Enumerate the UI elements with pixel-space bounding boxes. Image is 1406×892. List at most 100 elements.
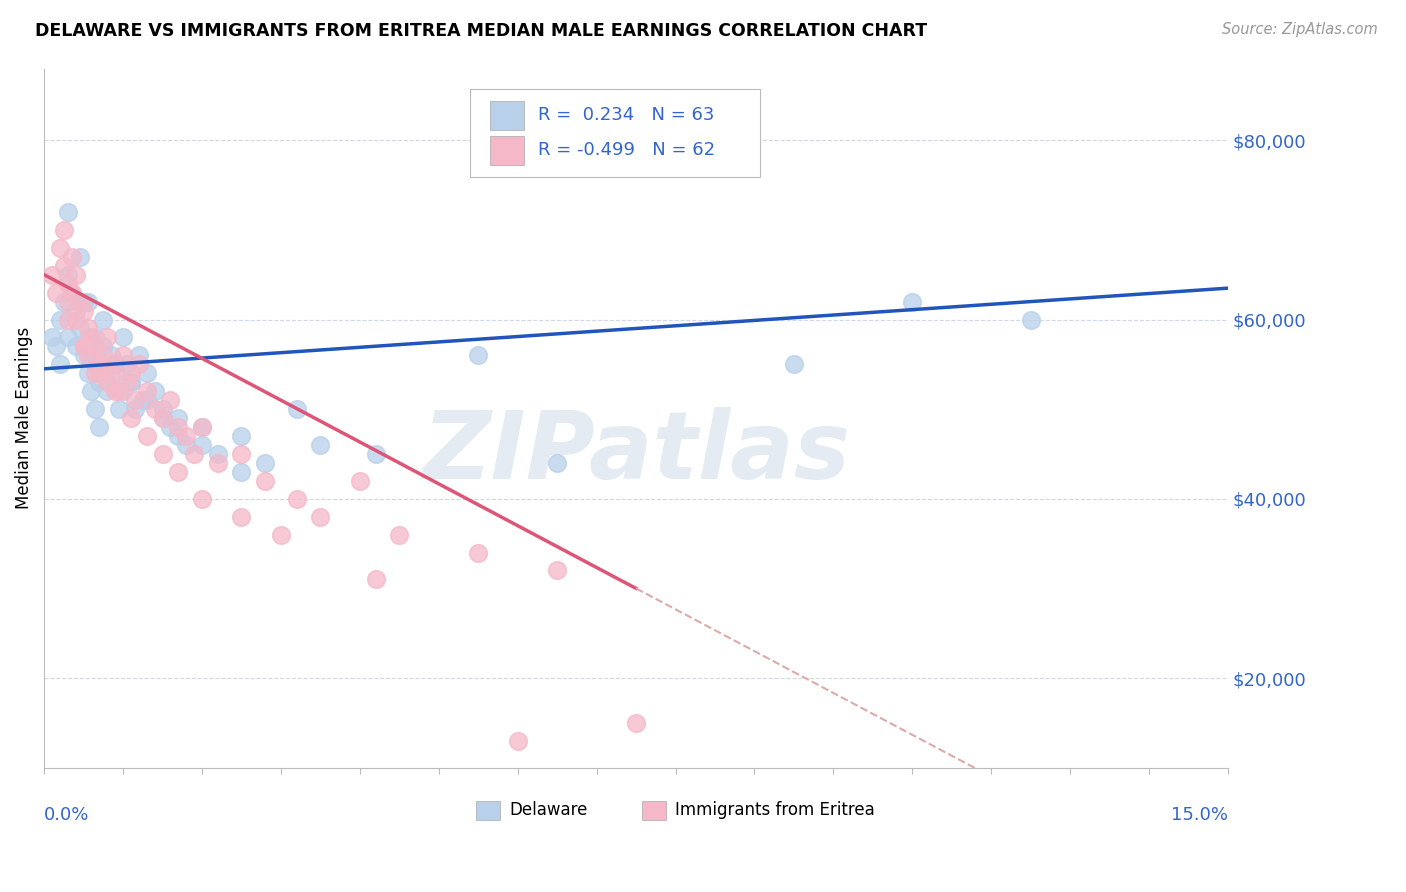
Point <box>49 241 72 255</box>
FancyBboxPatch shape <box>477 800 501 820</box>
Point <box>60 285 83 300</box>
Point <box>135 384 157 399</box>
Point <box>467 348 489 362</box>
Point <box>104 384 127 399</box>
Point <box>72 303 94 318</box>
Point <box>80 384 103 399</box>
Point <box>80 348 103 362</box>
Point <box>135 366 157 380</box>
Point <box>108 384 131 399</box>
Point <box>128 348 150 362</box>
Point <box>120 411 142 425</box>
Point <box>309 509 332 524</box>
Point <box>364 573 387 587</box>
Point <box>52 259 75 273</box>
Point <box>115 376 138 390</box>
Point <box>65 339 87 353</box>
Point <box>132 393 155 408</box>
Point <box>112 330 135 344</box>
Point <box>159 420 181 434</box>
Point <box>41 330 63 344</box>
Point <box>364 447 387 461</box>
Point <box>89 366 111 380</box>
Point <box>120 376 142 390</box>
Text: DELAWARE VS IMMIGRANTS FROM ERITREA MEDIAN MALE EARNINGS CORRELATION CHART: DELAWARE VS IMMIGRANTS FROM ERITREA MEDI… <box>35 22 928 40</box>
Point <box>207 447 229 461</box>
Point <box>84 330 107 344</box>
Point <box>349 474 371 488</box>
Text: Immigrants from Eritrea: Immigrants from Eritrea <box>675 801 875 820</box>
Point <box>135 429 157 443</box>
Point <box>174 429 197 443</box>
Point <box>60 250 83 264</box>
Point <box>207 456 229 470</box>
Point <box>104 357 127 371</box>
Point <box>191 491 214 506</box>
Point <box>84 339 107 353</box>
FancyBboxPatch shape <box>491 136 523 165</box>
Point <box>76 321 98 335</box>
Point <box>65 268 87 282</box>
Point <box>96 330 118 344</box>
Text: 15.0%: 15.0% <box>1171 806 1227 824</box>
Point <box>89 376 111 390</box>
Point <box>56 268 79 282</box>
Point <box>84 402 107 417</box>
Point <box>96 384 118 399</box>
Point <box>108 402 131 417</box>
Point <box>285 491 308 506</box>
Point <box>152 447 174 461</box>
Point <box>112 348 135 362</box>
Point <box>91 339 114 353</box>
Point <box>167 465 190 479</box>
Point <box>120 366 142 380</box>
Text: 0.0%: 0.0% <box>44 806 90 824</box>
Point <box>76 348 98 362</box>
Point <box>167 420 190 434</box>
Point <box>41 268 63 282</box>
Point <box>60 285 83 300</box>
Point <box>231 465 253 479</box>
Point <box>65 303 87 318</box>
Point <box>76 294 98 309</box>
Point <box>49 312 72 326</box>
Point <box>84 357 107 371</box>
Point <box>167 429 190 443</box>
Point <box>191 438 214 452</box>
Point <box>159 393 181 408</box>
Point <box>124 402 146 417</box>
Point <box>546 456 568 470</box>
Point <box>624 715 647 730</box>
Point <box>191 420 214 434</box>
Point <box>191 420 214 434</box>
Point <box>183 447 205 461</box>
Point <box>96 376 118 390</box>
Point <box>231 447 253 461</box>
Point <box>89 357 111 371</box>
Point <box>128 357 150 371</box>
Point <box>100 348 122 362</box>
Point <box>100 366 122 380</box>
Point <box>388 527 411 541</box>
Point <box>76 330 98 344</box>
Point <box>1019 312 1042 326</box>
Point <box>104 357 127 371</box>
Point <box>52 223 75 237</box>
Point <box>104 366 127 380</box>
Point <box>135 393 157 408</box>
FancyBboxPatch shape <box>471 89 761 177</box>
Point <box>72 294 94 309</box>
Point <box>49 357 72 371</box>
Point <box>152 411 174 425</box>
Point <box>72 348 94 362</box>
Point <box>231 429 253 443</box>
Point <box>467 545 489 559</box>
Point <box>120 376 142 390</box>
Point <box>72 339 94 353</box>
Point <box>546 564 568 578</box>
Text: ZIPatlas: ZIPatlas <box>422 407 851 499</box>
Text: Delaware: Delaware <box>509 801 588 820</box>
Point <box>56 330 79 344</box>
Text: R = -0.499   N = 62: R = -0.499 N = 62 <box>538 141 714 160</box>
Point <box>309 438 332 452</box>
